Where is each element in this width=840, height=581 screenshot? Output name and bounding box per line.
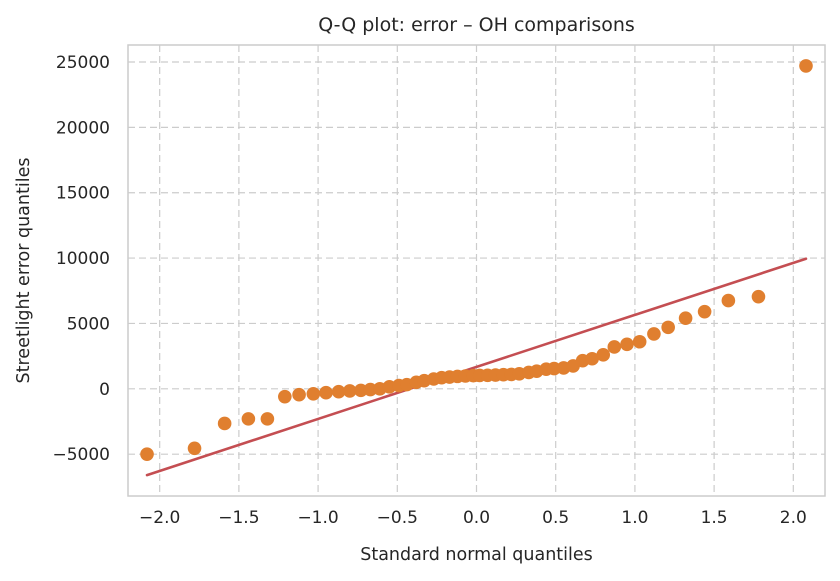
data-point bbox=[751, 289, 766, 304]
y-tick-label: 15000 bbox=[56, 184, 110, 204]
x-tick-label: −1.5 bbox=[218, 508, 259, 528]
x-tick-labels: −2.0 −1.5 −1.0 −0.5 0.0 0.5 1.0 1.5 2.0 bbox=[139, 508, 807, 528]
data-point bbox=[319, 385, 333, 400]
y-tick-labels: −5000 0 5000 10000 15000 20000 25000 bbox=[52, 53, 110, 465]
reference-line-layer bbox=[145, 257, 808, 477]
x-tick-label: 2.0 bbox=[780, 508, 807, 528]
data-point bbox=[187, 441, 202, 456]
data-point bbox=[607, 340, 622, 354]
data-points bbox=[140, 59, 813, 461]
y-tick-label: 10000 bbox=[56, 249, 110, 269]
y-tick-label: 25000 bbox=[56, 53, 110, 73]
x-axis-label: Standard normal quantiles bbox=[360, 545, 593, 565]
data-point bbox=[292, 387, 306, 402]
data-point bbox=[306, 386, 321, 401]
data-point bbox=[620, 337, 634, 352]
data-point bbox=[278, 389, 292, 404]
reference-line bbox=[145, 257, 808, 477]
data-point bbox=[661, 320, 675, 335]
data-point bbox=[241, 412, 256, 426]
y-axis-label: Streetlight error quantiles bbox=[14, 158, 34, 384]
data-point bbox=[596, 348, 611, 362]
x-tick-label: 0.0 bbox=[463, 508, 490, 528]
data-point bbox=[342, 384, 357, 398]
data-point bbox=[721, 293, 736, 308]
data-point bbox=[799, 59, 813, 73]
x-tick-label: −2.0 bbox=[139, 508, 180, 528]
x-tick-label: −1.0 bbox=[297, 508, 338, 528]
y-tick-label: −5000 bbox=[52, 445, 110, 465]
x-tick-label: 1.0 bbox=[621, 508, 648, 528]
data-point bbox=[140, 447, 154, 461]
x-tick-label: 1.5 bbox=[701, 508, 728, 528]
chart-title: Q-Q plot: error – OH comparisons bbox=[318, 14, 635, 36]
y-tick-label: 0 bbox=[99, 380, 110, 400]
y-tick-label: 20000 bbox=[56, 118, 110, 138]
grid-lines bbox=[128, 45, 825, 496]
x-tick-label: −0.5 bbox=[377, 508, 418, 528]
data-point bbox=[585, 351, 599, 366]
data-point bbox=[260, 412, 275, 426]
data-point bbox=[217, 416, 232, 431]
data-point bbox=[331, 384, 346, 399]
y-tick-label: 5000 bbox=[67, 314, 110, 334]
data-point bbox=[647, 327, 661, 341]
x-tick-label: 0.5 bbox=[542, 508, 569, 528]
data-point bbox=[697, 304, 712, 319]
data-point bbox=[678, 311, 693, 326]
plot-frame bbox=[127, 44, 826, 497]
data-point bbox=[632, 334, 647, 349]
